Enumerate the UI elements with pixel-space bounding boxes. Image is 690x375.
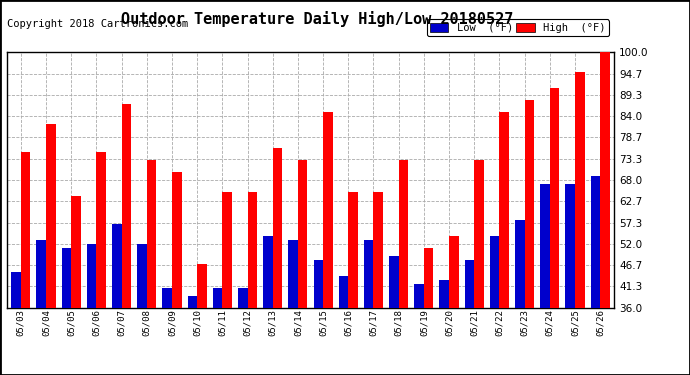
Bar bbox=[248, 192, 257, 308]
Bar bbox=[162, 288, 172, 308]
Bar bbox=[389, 256, 399, 308]
Bar bbox=[313, 260, 323, 308]
Bar bbox=[474, 160, 484, 308]
Text: Outdoor Temperature Daily High/Low 20180527: Outdoor Temperature Daily High/Low 20180… bbox=[121, 11, 513, 27]
Bar bbox=[46, 124, 55, 308]
Bar bbox=[222, 192, 232, 308]
Bar bbox=[364, 240, 373, 308]
Bar bbox=[263, 236, 273, 308]
Bar bbox=[575, 72, 584, 308]
Bar bbox=[515, 220, 524, 308]
Bar bbox=[112, 224, 121, 308]
Bar bbox=[449, 236, 459, 308]
Bar bbox=[121, 104, 131, 308]
Bar bbox=[213, 288, 222, 308]
Bar bbox=[440, 280, 449, 308]
Bar bbox=[137, 244, 147, 308]
Bar bbox=[71, 196, 81, 308]
Bar bbox=[273, 148, 282, 308]
Bar bbox=[188, 296, 197, 307]
Bar bbox=[500, 112, 509, 308]
Bar bbox=[464, 260, 474, 308]
Bar bbox=[172, 172, 181, 308]
Bar bbox=[373, 192, 383, 308]
Bar bbox=[288, 240, 298, 308]
Bar bbox=[591, 176, 600, 308]
Bar bbox=[414, 284, 424, 308]
Bar bbox=[424, 248, 433, 308]
Bar bbox=[147, 160, 157, 308]
Bar bbox=[399, 160, 408, 308]
Bar bbox=[61, 248, 71, 308]
Bar bbox=[566, 184, 575, 308]
Bar bbox=[21, 152, 30, 308]
Text: Copyright 2018 Cartronics.com: Copyright 2018 Cartronics.com bbox=[7, 20, 188, 29]
Bar bbox=[524, 100, 534, 308]
Bar bbox=[323, 112, 333, 308]
Bar bbox=[197, 264, 207, 308]
Bar bbox=[339, 276, 348, 308]
Legend: Low  (°F), High  (°F): Low (°F), High (°F) bbox=[426, 20, 609, 36]
Bar bbox=[11, 272, 21, 308]
Bar bbox=[348, 192, 358, 308]
Bar bbox=[550, 88, 560, 308]
Bar bbox=[490, 236, 500, 308]
Bar bbox=[97, 152, 106, 308]
Bar bbox=[37, 240, 46, 308]
Bar bbox=[540, 184, 550, 308]
Bar bbox=[600, 53, 610, 308]
Bar bbox=[87, 244, 97, 308]
Bar bbox=[238, 288, 248, 308]
Bar bbox=[298, 160, 308, 308]
